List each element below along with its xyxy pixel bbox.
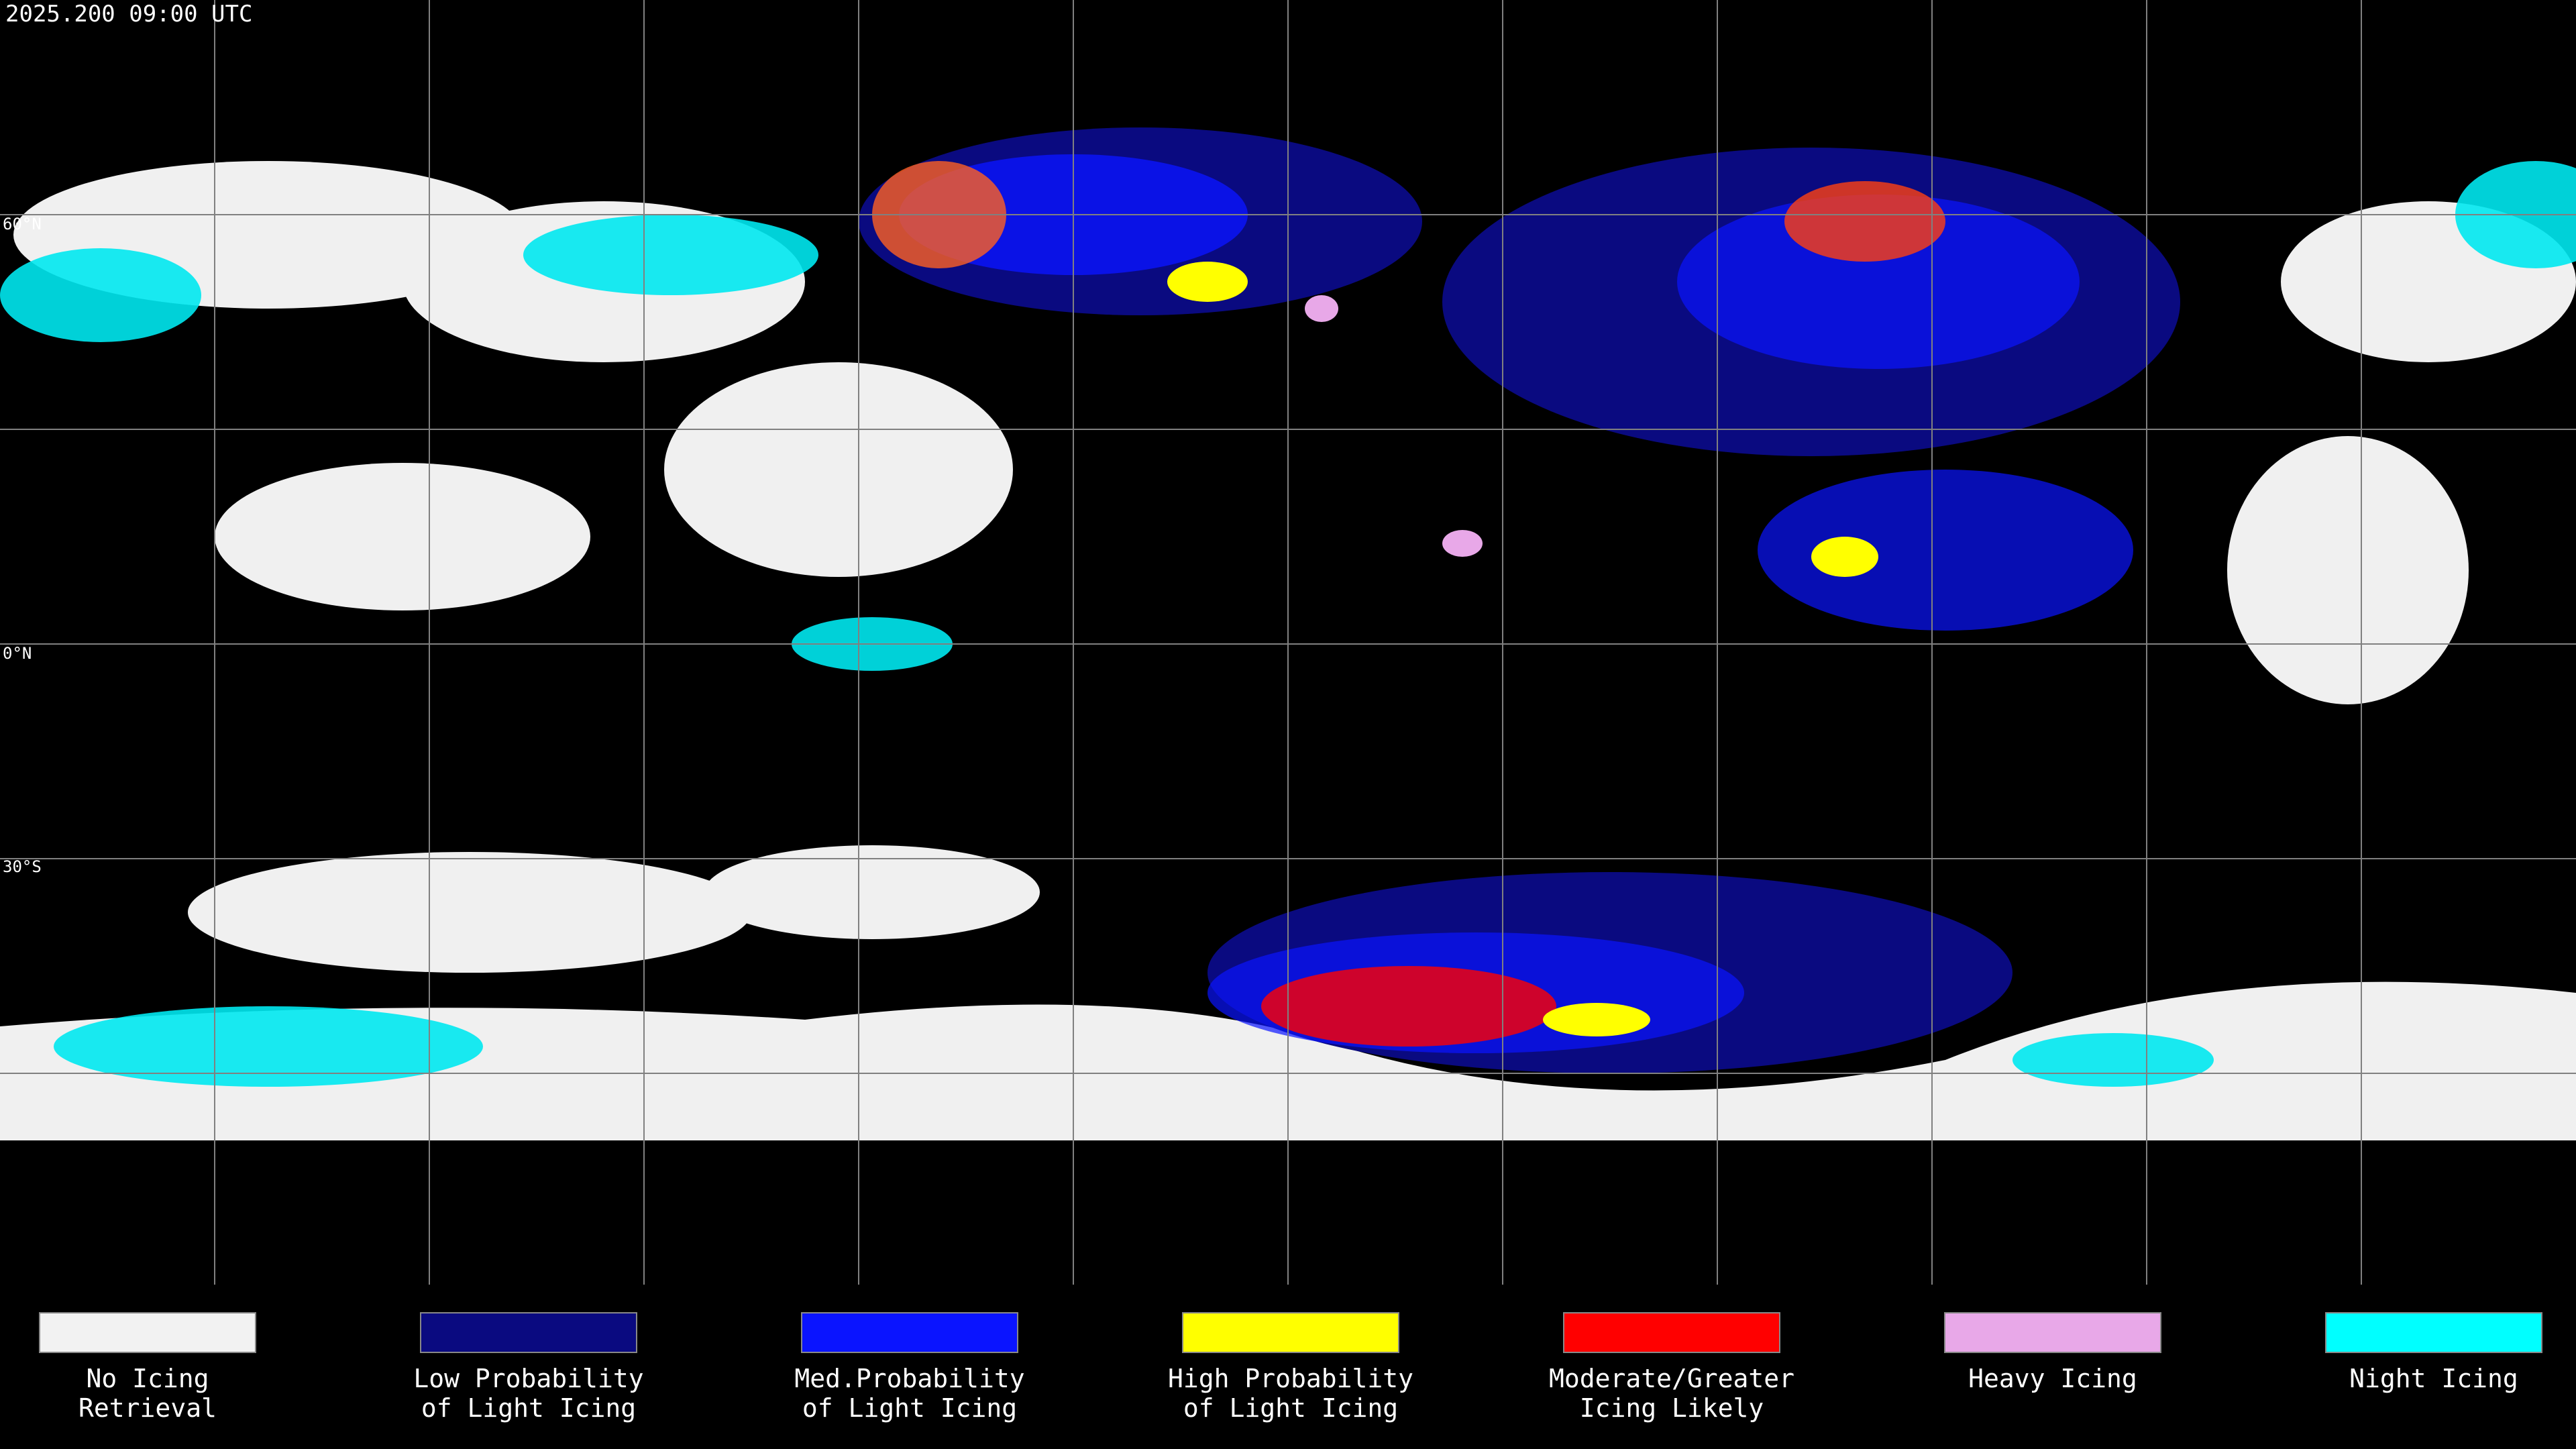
legend-label: of Light Icing [802, 1393, 1017, 1423]
legend-label: Low Probability [413, 1364, 643, 1393]
legend-item: Night Icing [2325, 1312, 2542, 1393]
legend-label: Icing Likely [1580, 1393, 1764, 1423]
lat-label: 0°N [3, 644, 32, 663]
legend-swatch [1182, 1312, 1399, 1353]
map: 2025.200 09:00 UTC 60°N 0°N 30°S [0, 0, 2576, 1285]
legend-swatch [39, 1312, 256, 1353]
legend-label: No Icing [86, 1364, 209, 1393]
legend-label: High Probability [1168, 1364, 1413, 1393]
lat-label: 30°S [3, 857, 42, 876]
icing-retrievals [859, 127, 2180, 1073]
legend-swatch [2325, 1312, 2542, 1353]
legend-label: of Light Icing [1183, 1393, 1398, 1423]
legend-item: Heavy Icing [1944, 1312, 2161, 1393]
legend-label: Retrieval [78, 1393, 217, 1423]
legend-label: Heavy Icing [1968, 1364, 2137, 1393]
legend-label: of Light Icing [421, 1393, 636, 1423]
legend-label: Night Icing [2349, 1364, 2518, 1393]
graticule [0, 0, 2576, 1285]
timestamp: 2025.200 09:00 UTC [5, 1, 252, 28]
legend-swatch [1944, 1312, 2161, 1353]
legend-swatch [801, 1312, 1018, 1353]
lat-label: 60°N [3, 215, 42, 233]
legend-label: Moderate/Greater [1549, 1364, 1794, 1393]
legend-label: Med.Probability [794, 1364, 1024, 1393]
legend-swatch [420, 1312, 637, 1353]
legend-swatch [1563, 1312, 1780, 1353]
